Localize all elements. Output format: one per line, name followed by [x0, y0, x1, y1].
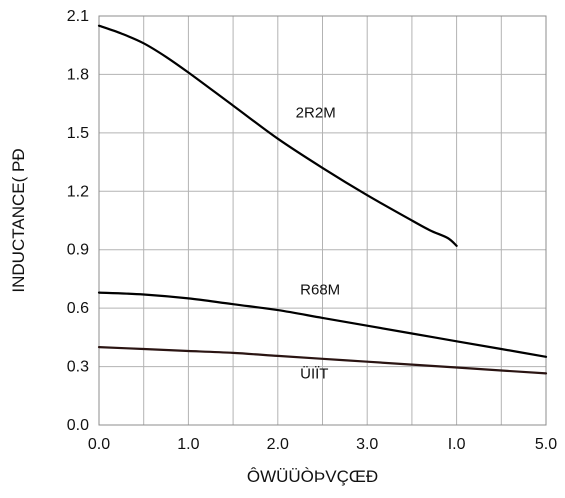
series-label-2r2m: 2R2M	[296, 104, 336, 121]
x-axis-label: ÔWÜÜÒÞVÇŒÐ	[247, 467, 378, 486]
y-tick-label: 0.6	[67, 300, 89, 317]
y-tick-label: 0.0	[67, 417, 89, 434]
series-line-2r2m	[97, 24, 458, 247]
y-tick-label: 0.9	[67, 242, 89, 259]
plot-area-frame	[98, 15, 547, 426]
series-line-r68m	[97, 291, 548, 358]
x-tick-label: 2.0	[267, 436, 289, 453]
x-tick-label: I.0	[448, 436, 466, 453]
series-label--i-t: ÜIÏT	[300, 364, 328, 382]
series-lines	[97, 24, 548, 375]
y-tick-label: 1.2	[67, 183, 89, 200]
y-tick-label: 2.1	[67, 8, 89, 25]
y-tick-label: 1.5	[67, 125, 89, 142]
series-label-r68m: R68M	[300, 282, 340, 299]
x-tick-label: 3.0	[356, 436, 378, 453]
x-tick-label: 1.0	[177, 436, 199, 453]
y-axis-label: INDUCTANCE( PÐ	[9, 148, 28, 292]
series-labels: 2R2M R68M ÜIÏT	[296, 104, 340, 382]
y-tick-label: 0.3	[67, 359, 89, 376]
x-tick-label: 5.0	[535, 436, 557, 453]
x-axis-tick-labels: 0.0 1.0 2.0 3.0 I.0 5.0	[88, 436, 557, 453]
grid	[99, 16, 546, 425]
y-axis-tick-labels: 0.0 0.3 0.6 0.9 1.2 1.5 1.8 2.1	[67, 8, 89, 434]
series-line--i-t	[97, 346, 548, 375]
x-tick-label: 0.0	[88, 436, 110, 453]
y-tick-label: 1.8	[67, 66, 89, 83]
